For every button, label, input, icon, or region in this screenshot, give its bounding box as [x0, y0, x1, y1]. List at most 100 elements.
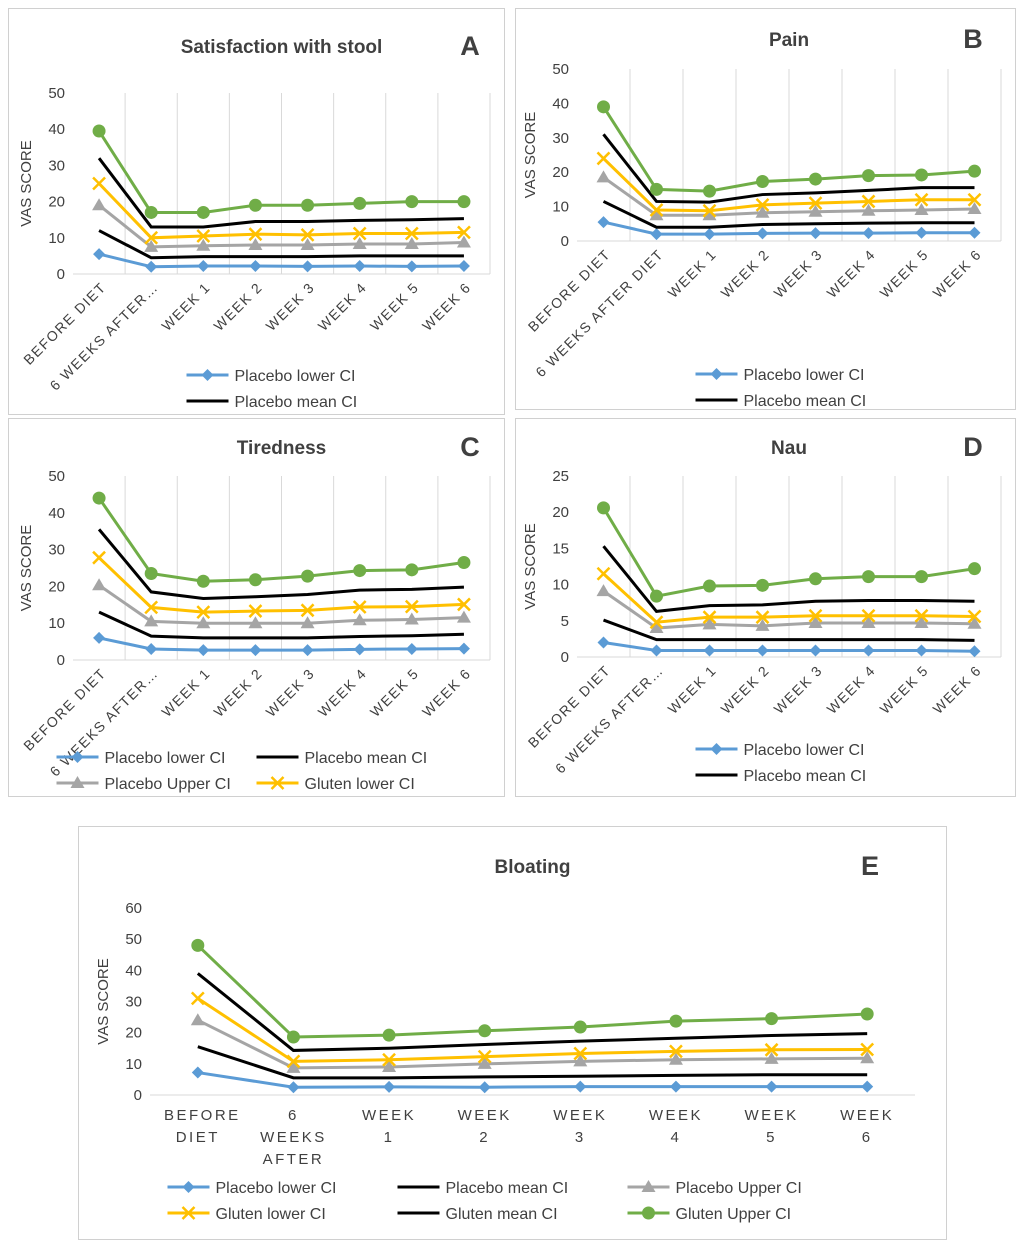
x-tick-label: WEEK 2	[457, 1107, 512, 1146]
marker	[478, 1024, 492, 1038]
x-tick-label: WEEK 3	[263, 665, 318, 720]
marker	[861, 1080, 874, 1093]
y-axis-label: VAS SCORE	[522, 523, 539, 609]
chart-panel: Bloating E VAS SCORE 0 10 20 30 40 50 60 BEFORE DI…	[78, 826, 947, 1240]
marker	[144, 205, 158, 219]
marker	[860, 1007, 874, 1021]
series-line	[602, 572, 975, 624]
marker	[755, 205, 770, 218]
marker	[861, 203, 876, 216]
legend-label: Placebo mean CI	[305, 750, 428, 767]
marker	[191, 1066, 204, 1079]
marker	[862, 169, 875, 183]
panel-border	[515, 8, 1016, 410]
y-tick-label: 20	[552, 164, 569, 181]
marker	[405, 642, 418, 655]
marker	[669, 1014, 683, 1028]
series-line	[98, 556, 465, 614]
legend-label: Placebo mean CI	[744, 393, 867, 410]
marker	[300, 228, 315, 242]
marker	[649, 203, 664, 217]
x-tick-label: WEEK 1	[665, 662, 720, 717]
x-tick-label: WEEK 6	[419, 665, 474, 720]
marker	[703, 184, 716, 198]
marker	[914, 203, 929, 216]
marker	[710, 743, 723, 755]
marker	[248, 238, 263, 251]
panel-border	[515, 418, 1016, 797]
marker	[914, 192, 929, 207]
x-tick-label: WEEK 4	[648, 1107, 704, 1146]
y-tick-label: 50	[125, 931, 142, 948]
marker	[145, 642, 158, 655]
x-tick-label: WEEK 6	[930, 246, 985, 301]
x-tick-label: WEEK 6	[840, 1107, 895, 1146]
marker	[968, 164, 981, 178]
marker	[93, 631, 106, 644]
y-tick-label: 40	[48, 121, 65, 138]
marker	[249, 644, 262, 657]
legend-label: Placebo lower CI	[744, 367, 865, 384]
marker	[710, 368, 723, 380]
marker	[968, 562, 981, 576]
marker	[248, 573, 262, 587]
series-line	[97, 157, 464, 229]
marker	[182, 1181, 195, 1193]
series-line	[602, 200, 975, 229]
y-tick-label: 5	[561, 613, 569, 630]
marker	[755, 618, 770, 631]
marker	[201, 369, 214, 381]
panel-letter: B	[963, 24, 983, 54]
marker	[861, 615, 876, 628]
marker	[765, 1012, 779, 1026]
marker	[650, 182, 663, 196]
chart-title: Nau	[771, 438, 807, 459]
marker	[382, 1059, 397, 1072]
x-tick-label: WEEK 1	[361, 1107, 417, 1146]
marker	[756, 227, 769, 240]
marker	[860, 1042, 875, 1057]
y-tick-label: 0	[57, 266, 65, 283]
chart-title: Bloating	[495, 857, 571, 878]
y-tick-label: 40	[552, 95, 569, 112]
series-line	[98, 610, 464, 640]
marker	[809, 172, 822, 186]
marker	[405, 563, 419, 577]
marker	[914, 615, 929, 628]
series-line	[197, 1018, 868, 1070]
series-line	[196, 997, 868, 1063]
marker	[249, 260, 262, 273]
marker	[301, 260, 314, 273]
legend-label: Placebo lower CI	[105, 750, 226, 767]
marker	[92, 491, 106, 505]
x-tick-label: WEEK 5	[877, 246, 932, 301]
legend-label: Placebo Upper CI	[676, 1180, 802, 1197]
x-tick-label-box: BEFORE DIET	[164, 1107, 238, 1146]
marker	[190, 1013, 205, 1026]
marker	[861, 608, 876, 623]
legend-label: Gluten lower CI	[305, 776, 415, 793]
y-tick-label: 30	[552, 130, 569, 147]
marker	[596, 151, 611, 166]
y-tick-label: 0	[561, 649, 569, 666]
marker	[649, 615, 664, 630]
chart-panel: Satisfaction with stool A VAS SCORE 0 10 20 30…	[8, 8, 505, 415]
series-line	[602, 176, 975, 217]
series-line	[603, 641, 975, 653]
x-tick-label: WEEK 4	[315, 279, 370, 334]
marker	[404, 226, 419, 241]
marker	[808, 204, 823, 217]
x-tick-label: WEEK 2	[718, 662, 773, 717]
marker	[353, 643, 366, 656]
marker	[808, 608, 823, 623]
marker	[650, 589, 663, 603]
marker	[650, 228, 663, 241]
x-tick-label: WEEK 2	[718, 246, 773, 301]
marker	[914, 608, 929, 623]
y-axis-label: VAS SCORE	[522, 112, 539, 198]
series-line	[98, 636, 464, 652]
marker	[809, 572, 822, 586]
marker	[353, 196, 367, 210]
